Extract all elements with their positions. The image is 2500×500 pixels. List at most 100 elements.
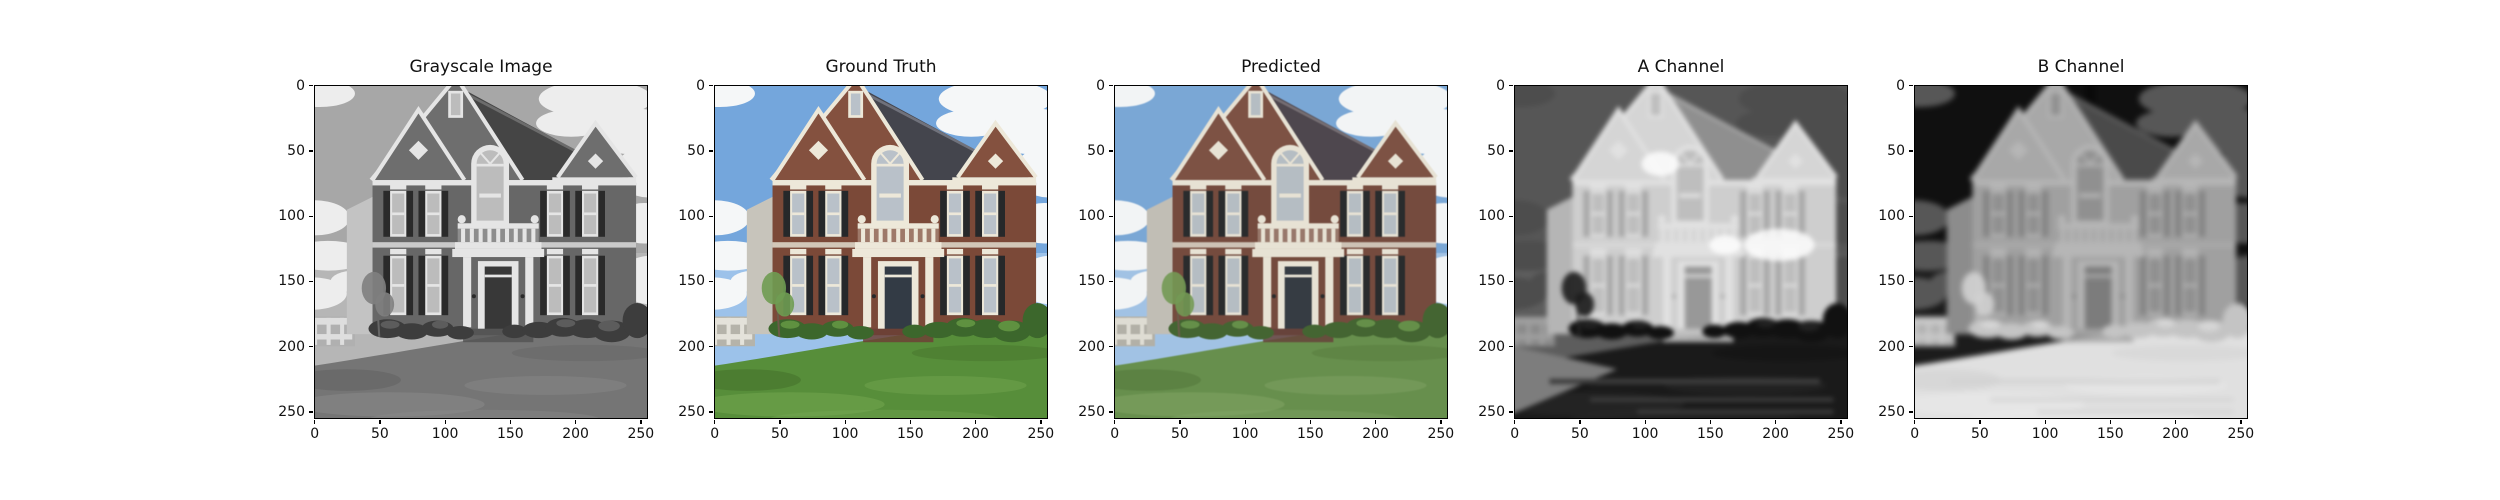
- house-scene-svg: [314, 85, 648, 419]
- subplot-image: [1514, 85, 1848, 419]
- y-tick-label: 250: [1878, 403, 1905, 420]
- y-tick-mark: [1909, 280, 1913, 283]
- x-tick-mark: [2109, 420, 2112, 424]
- x-tick-label: 100: [831, 426, 859, 442]
- y-tick-label: 100: [678, 208, 705, 225]
- y-tick-mark: [1509, 215, 1513, 217]
- x-tick-label: 150: [1696, 426, 1724, 442]
- x-tick-label: 50: [1570, 426, 1589, 442]
- house-scene-svg: [1514, 85, 1848, 419]
- y-tick-label: 50: [687, 142, 705, 159]
- x-tick-label: 250: [2227, 426, 2255, 442]
- y-tick-mark: [1109, 280, 1113, 283]
- x-tick-mark: [2044, 420, 2046, 424]
- x-tick-label: 150: [1296, 426, 1324, 442]
- house-scene-svg: [1114, 85, 1448, 419]
- x-tick-mark: [640, 420, 642, 424]
- y-tick-mark: [709, 85, 713, 87]
- subplot-title: B Channel: [2037, 57, 2125, 77]
- y-tick-label: 250: [278, 403, 305, 420]
- y-tick-mark: [1509, 346, 1513, 348]
- y-tick-mark: [709, 280, 713, 283]
- x-tick-mark: [779, 420, 781, 424]
- subplot-image: [714, 85, 1048, 419]
- x-tick-mark: [1709, 420, 1712, 424]
- x-tick-label: 0: [310, 426, 320, 442]
- y-tick-label: 50: [1487, 142, 1505, 159]
- x-tick-label: 200: [962, 426, 989, 442]
- y-tick-label: 250: [1078, 403, 1105, 420]
- y-tick-label: 200: [678, 338, 705, 355]
- y-tick-mark: [709, 346, 713, 348]
- y-tick-mark: [1909, 85, 1913, 87]
- subplot-grayscale: Grayscale Image 0 50 100 150 200 250 0 50 100 150…: [278, 57, 654, 442]
- y-tick-mark: [309, 85, 313, 87]
- x-tick-label: 250: [627, 426, 655, 442]
- y-tick-label: 100: [1478, 208, 1505, 225]
- subplot-b_channel: B Channel 0 50 100 150 200 250 0 50 100 150 200 250: [1878, 57, 2254, 442]
- y-tick-mark: [1909, 411, 1913, 413]
- x-tick-mark: [575, 420, 577, 424]
- x-tick-label: 250: [1027, 426, 1055, 442]
- x-tick-mark: [1244, 420, 1246, 424]
- y-tick-label: 50: [1087, 142, 1105, 159]
- x-tick-label: 200: [1762, 426, 1789, 442]
- x-tick-mark: [844, 420, 846, 424]
- y-tick-label: 200: [1478, 338, 1505, 355]
- x-tick-label: 200: [2162, 426, 2189, 442]
- y-tick-label: 0: [1896, 77, 1905, 94]
- y-tick-label: 200: [1078, 338, 1105, 355]
- y-tick-mark: [1909, 215, 1913, 217]
- y-tick-mark: [1509, 411, 1513, 413]
- x-tick-label: 100: [2031, 426, 2059, 442]
- y-tick-mark: [1109, 85, 1113, 87]
- x-tick-label: 100: [1631, 426, 1659, 442]
- y-tick-label: 100: [1878, 208, 1905, 225]
- x-tick-mark: [1179, 420, 1181, 424]
- y-tick-label: 0: [696, 77, 705, 94]
- x-tick-mark: [714, 420, 716, 424]
- x-tick-label: 250: [1827, 426, 1855, 442]
- y-tick-label: 100: [1078, 208, 1105, 225]
- y-tick-label: 150: [678, 273, 705, 290]
- subplot-title: Predicted: [1241, 57, 1321, 77]
- y-tick-label: 0: [1096, 77, 1105, 94]
- x-tick-label: 100: [1231, 426, 1259, 442]
- x-tick-label: 0: [1510, 426, 1520, 442]
- x-tick-label: 150: [496, 426, 524, 442]
- subplot-title: Grayscale Image: [409, 57, 553, 77]
- y-tick-label: 100: [278, 208, 305, 225]
- x-tick-label: 50: [770, 426, 789, 442]
- y-tick-label: 150: [1478, 273, 1505, 290]
- house-scene-svg: [1914, 85, 2248, 419]
- y-tick-mark: [709, 411, 713, 413]
- house-scene-svg: [714, 85, 1048, 419]
- y-tick-mark: [1109, 150, 1113, 152]
- y-tick-mark: [309, 280, 313, 283]
- y-tick-label: 250: [1478, 403, 1505, 420]
- x-tick-label: 0: [1110, 426, 1120, 442]
- subplot-predicted: Predicted 0 50 100 150 200 250 0 50 100 150 200 250: [1078, 57, 1454, 442]
- y-tick-label: 150: [1878, 273, 1905, 290]
- x-tick-mark: [1514, 420, 1516, 424]
- subplot-title: Ground Truth: [825, 57, 937, 77]
- subplot-title: A Channel: [1637, 57, 1725, 77]
- x-tick-label: 100: [431, 426, 459, 442]
- y-tick-mark: [309, 411, 313, 413]
- x-tick-label: 0: [1910, 426, 1920, 442]
- y-tick-mark: [309, 346, 313, 348]
- subplot-ground_truth: Ground Truth 0 50 100 150 200 250 0 50 100 150 200…: [678, 57, 1054, 442]
- x-tick-label: 200: [562, 426, 589, 442]
- y-tick-mark: [309, 150, 313, 152]
- x-tick-mark: [1375, 420, 1377, 424]
- x-tick-mark: [1644, 420, 1646, 424]
- x-tick-mark: [1979, 420, 1981, 424]
- x-tick-label: 150: [2096, 426, 2124, 442]
- subplot-a_channel: A Channel 0 50 100 150 200 250 0 50 100 150 200 250: [1478, 57, 1854, 442]
- x-tick-label: 50: [370, 426, 389, 442]
- x-tick-label: 50: [1970, 426, 1989, 442]
- y-tick-label: 250: [678, 403, 705, 420]
- x-tick-mark: [1579, 420, 1581, 424]
- x-tick-mark: [2240, 420, 2242, 424]
- y-tick-label: 150: [278, 273, 305, 290]
